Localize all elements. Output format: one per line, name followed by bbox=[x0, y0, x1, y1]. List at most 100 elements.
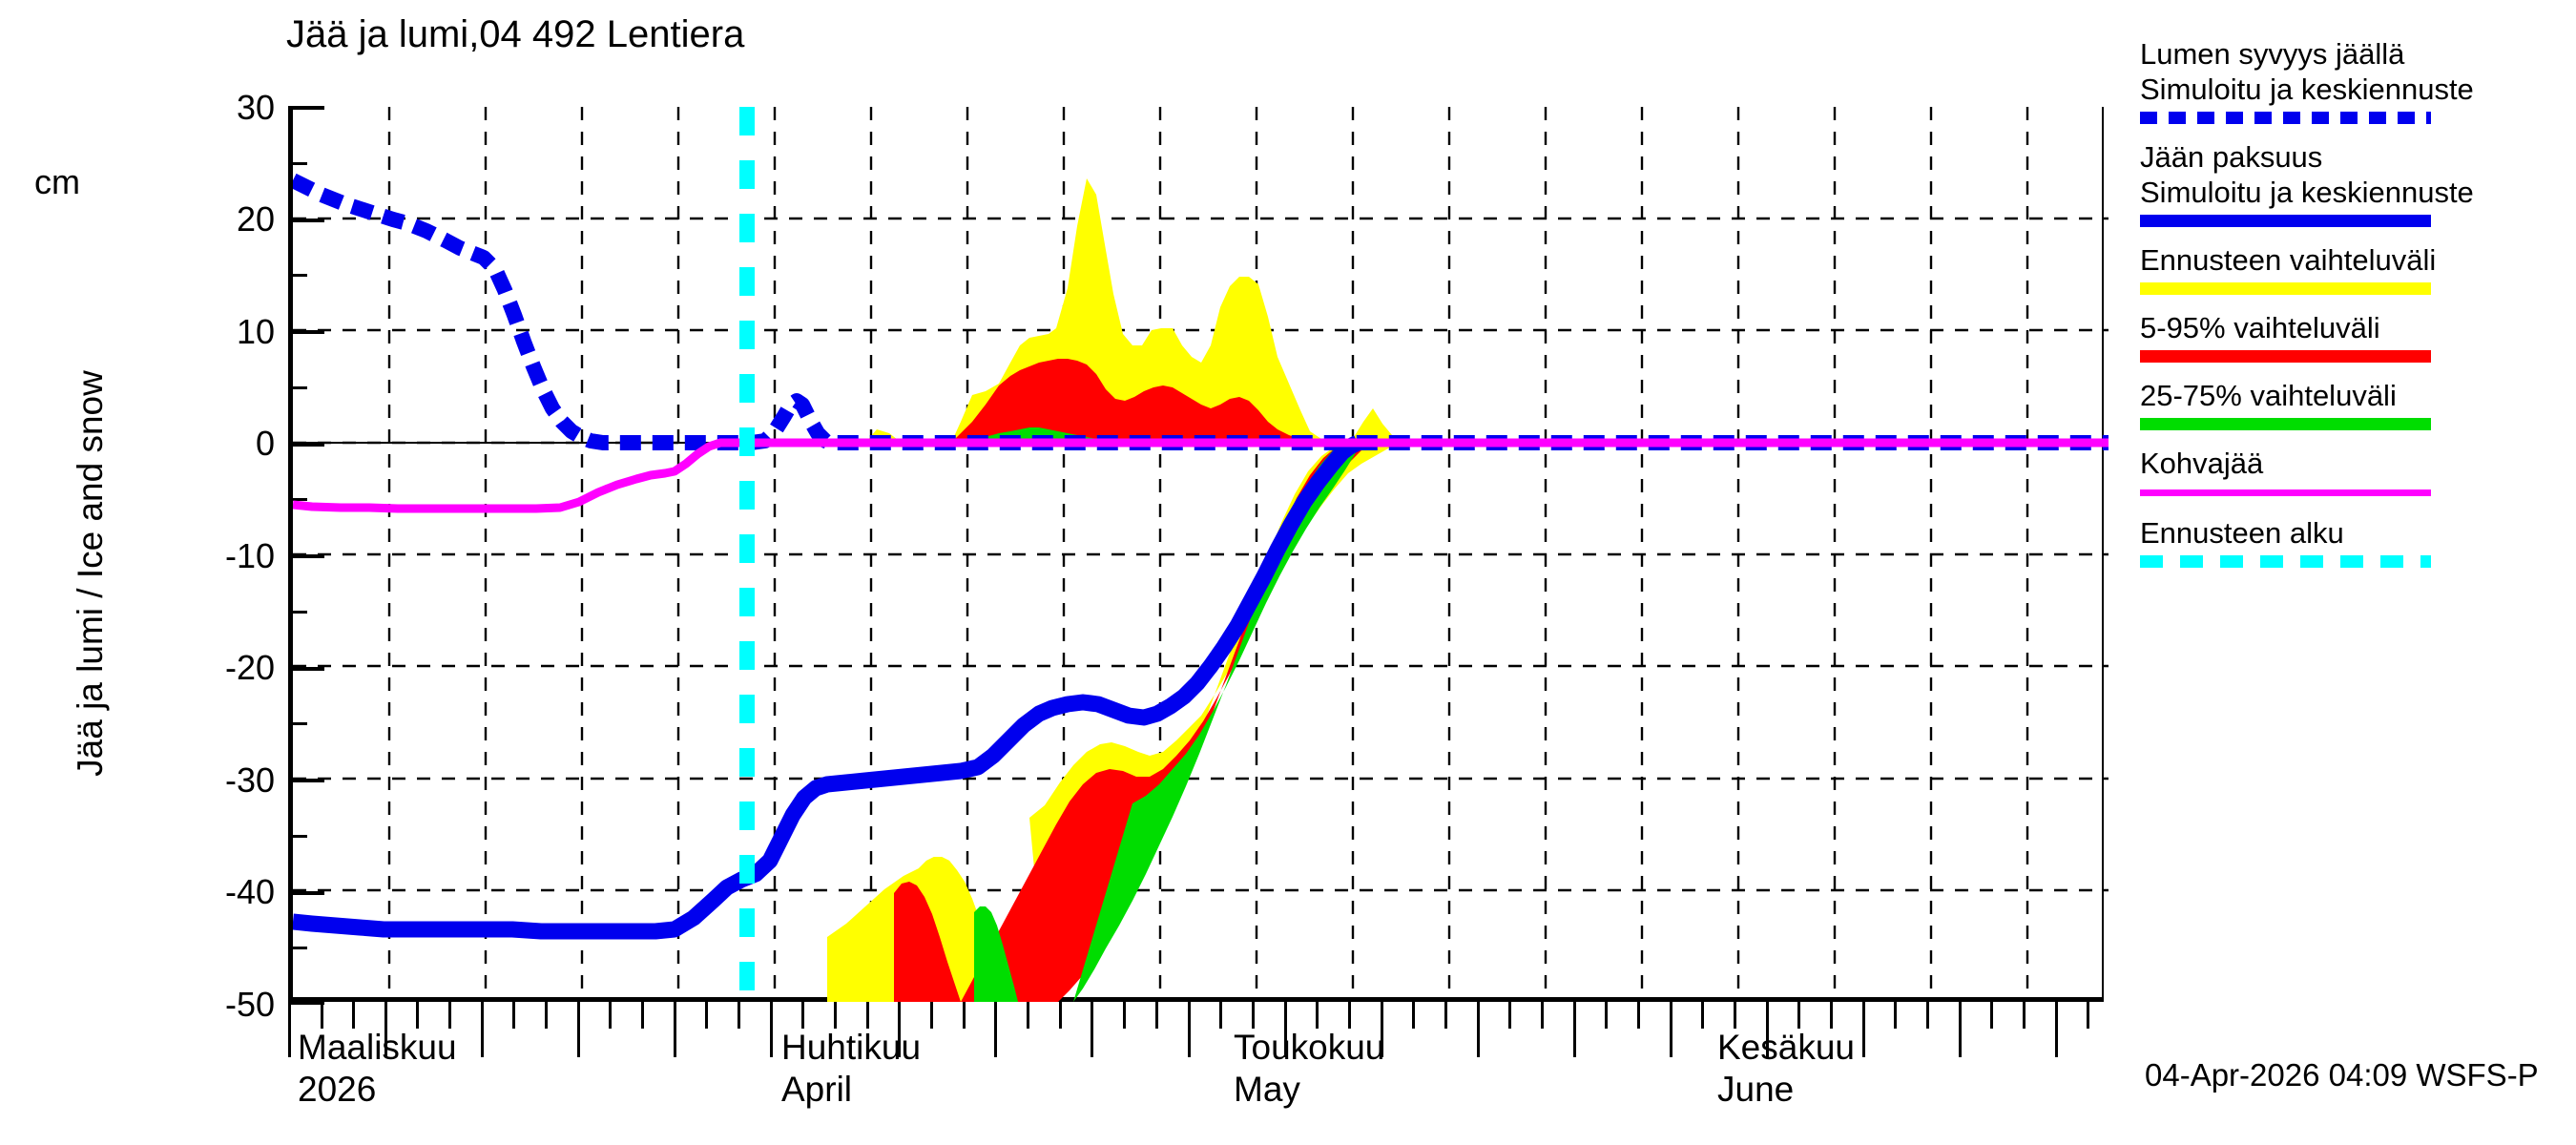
x-axis-tick bbox=[963, 1002, 966, 1029]
legend-item-forecast-start: Ennusteen alku bbox=[2140, 515, 2576, 568]
month-fi: Maaliskuu bbox=[298, 1028, 457, 1067]
x-axis-tick bbox=[1701, 1002, 1704, 1029]
legend-item-snow-depth: Lumen syvyys jäällä Simuloitu ja keskien… bbox=[2140, 36, 2576, 124]
y-tick-label: -40 bbox=[224, 872, 275, 911]
gridlines-vertical bbox=[387, 107, 2029, 1002]
x-axis-tick bbox=[1573, 1002, 1576, 1057]
y-axis-tick bbox=[288, 835, 307, 838]
x-axis-tick bbox=[545, 1002, 548, 1029]
x-axis-tick bbox=[641, 1002, 644, 1029]
x-axis-tick bbox=[352, 1002, 355, 1029]
x-axis-tick bbox=[1541, 1002, 1544, 1029]
x-axis-tick bbox=[1123, 1002, 1126, 1029]
legend-swatch-forecast-start bbox=[2140, 555, 2431, 568]
gridlines bbox=[293, 217, 2109, 892]
x-axis-tick bbox=[1766, 1002, 1769, 1057]
y-axis-tick bbox=[288, 779, 324, 782]
y-axis-tick bbox=[288, 219, 324, 222]
legend: Lumen syvyys jäällä Simuloitu ja keskien… bbox=[2140, 36, 2576, 583]
legend-item-range-25-75: 25-75% vaihteluväli bbox=[2140, 378, 2576, 430]
x-axis-tick bbox=[288, 1002, 291, 1057]
legend-label: 25-75% vaihteluväli bbox=[2140, 379, 2397, 412]
x-axis-tick bbox=[2023, 1002, 2025, 1029]
y-axis-tick bbox=[288, 667, 324, 671]
x-axis-tick bbox=[930, 1002, 933, 1029]
x-axis-tick bbox=[1252, 1002, 1255, 1029]
x-axis-tick bbox=[1219, 1002, 1222, 1029]
legend-label: Kohvajää bbox=[2140, 447, 2264, 480]
legend-label: Jään paksuus bbox=[2140, 140, 2323, 174]
y-tick-label: 30 bbox=[236, 88, 275, 127]
legend-swatch-range-25-75 bbox=[2140, 418, 2431, 430]
y-axis-tick bbox=[288, 274, 307, 277]
y-tick-label: -10 bbox=[224, 536, 275, 575]
y-tick-label: 20 bbox=[236, 199, 275, 239]
y-axis-tick bbox=[288, 443, 324, 447]
x-axis-tick bbox=[2055, 1002, 2058, 1057]
x-axis-tick bbox=[1477, 1002, 1480, 1057]
x-axis-tick bbox=[1155, 1002, 1158, 1029]
x-axis-tick bbox=[416, 1002, 419, 1029]
month-en: May bbox=[1234, 1070, 1300, 1109]
x-month-label-march: Maaliskuu 2026 bbox=[298, 1027, 457, 1111]
x-axis-tick bbox=[1797, 1002, 1800, 1029]
y-axis-tick bbox=[288, 611, 307, 614]
x-axis-tick bbox=[674, 1002, 676, 1057]
x-axis-tick bbox=[1381, 1002, 1383, 1057]
x-axis-tick bbox=[1830, 1002, 1833, 1029]
x-axis-tick bbox=[1027, 1002, 1029, 1029]
x-axis-tick bbox=[1734, 1002, 1736, 1029]
x-axis-tick bbox=[1637, 1002, 1640, 1029]
x-axis-tick bbox=[834, 1002, 837, 1029]
y-tick-label: -50 bbox=[224, 985, 275, 1024]
month-en: 2026 bbox=[298, 1070, 377, 1109]
ice-thickness-line bbox=[293, 435, 1361, 940]
plot-svg bbox=[293, 107, 2109, 1002]
y-axis-tick bbox=[288, 722, 307, 725]
x-axis-tick bbox=[994, 1002, 997, 1057]
legend-label: Ennusteen alku bbox=[2140, 516, 2344, 550]
month-fi: Kesäkuu bbox=[1717, 1028, 1855, 1067]
x-axis-tick bbox=[2087, 1002, 2089, 1029]
ice-band-25-75-green bbox=[974, 443, 1360, 1002]
legend-label: 5-95% vaihteluväli bbox=[2140, 311, 2380, 344]
legend-sublabel: Simuloitu ja keskiennuste bbox=[2140, 176, 2474, 209]
x-axis-tick bbox=[770, 1002, 773, 1057]
plot-area bbox=[288, 107, 2109, 1002]
x-axis-tick bbox=[577, 1002, 580, 1057]
page-title: Jää ja lumi,04 492 Lentiera bbox=[286, 13, 745, 55]
x-axis-tick bbox=[866, 1002, 869, 1029]
x-axis-tick bbox=[1862, 1002, 1865, 1057]
x-axis-tick bbox=[448, 1002, 451, 1029]
y-axis-unit: cm bbox=[34, 162, 80, 201]
x-axis-tick bbox=[1894, 1002, 1897, 1029]
x-axis-tick bbox=[1670, 1002, 1672, 1057]
x-axis-tick bbox=[321, 1002, 323, 1029]
footer-timestamp: 04-Apr-2026 04:09 WSFS-P bbox=[2145, 1057, 2539, 1093]
x-axis-tick bbox=[737, 1002, 740, 1029]
y-axis-tick bbox=[288, 330, 324, 334]
y-tick-label: 0 bbox=[255, 424, 275, 463]
y-axis-tick bbox=[288, 891, 324, 895]
y-axis-tick bbox=[288, 1001, 324, 1005]
x-axis-tick bbox=[1059, 1002, 1062, 1029]
legend-swatch-ice-thickness bbox=[2140, 215, 2431, 227]
month-en: June bbox=[1717, 1070, 1795, 1109]
y-axis-tick bbox=[288, 106, 324, 110]
x-axis-tick bbox=[1412, 1002, 1415, 1029]
x-axis-tick bbox=[481, 1002, 484, 1057]
y-axis-tick bbox=[288, 554, 324, 558]
x-axis-tick bbox=[1091, 1002, 1093, 1057]
x-axis-tick bbox=[1348, 1002, 1351, 1029]
x-axis-tick bbox=[1316, 1002, 1319, 1029]
y-tick-label: -20 bbox=[224, 648, 275, 687]
x-month-label-may: Toukokuu May bbox=[1234, 1027, 1384, 1111]
month-fi: Toukokuu bbox=[1234, 1028, 1385, 1067]
legend-item-range-5-95: 5-95% vaihteluväli bbox=[2140, 310, 2576, 363]
legend-sublabel: Simuloitu ja keskiennuste bbox=[2140, 73, 2474, 106]
y-axis-tick bbox=[288, 498, 307, 501]
x-axis-tick bbox=[1444, 1002, 1447, 1029]
x-axis-tick bbox=[512, 1002, 515, 1029]
x-axis-tick bbox=[705, 1002, 708, 1029]
legend-swatch-slush-ice bbox=[2140, 489, 2431, 496]
